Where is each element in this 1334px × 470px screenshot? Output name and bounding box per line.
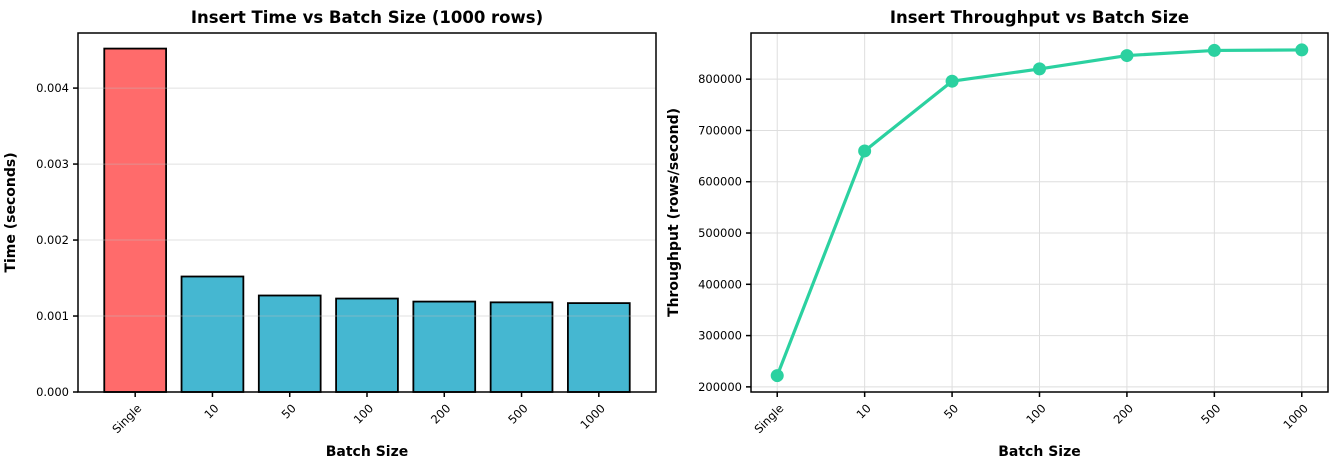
y-tick-label: 400000 (698, 277, 742, 291)
bar-100 (335, 297, 399, 393)
y-tick-label: 0.003 (36, 157, 69, 171)
bar-series (103, 47, 631, 393)
y-axis-label: Throughput (rows/second) (667, 108, 682, 317)
data-point-single (770, 369, 784, 383)
bar-single (103, 47, 167, 393)
data-point-100 (1033, 62, 1046, 76)
x-tick-label: 10 (201, 401, 221, 421)
insert-throughput-chart: 200000 300000 400000 500000 600000 700000 8000… (667, 0, 1334, 470)
data-point-50 (945, 74, 959, 88)
bar-500 (489, 301, 554, 393)
y-tick-label: 300000 (698, 329, 742, 343)
axis-ticks: 200000 300000 400000 500000 600000 700000 8000… (698, 72, 1311, 436)
insert-time-chart: 0.000 0.001 0.002 0.003 0.004 Single 10 50 100 20… (3, 8, 657, 460)
bar-200 (412, 300, 477, 393)
x-axis-label: Batch Size (326, 444, 408, 460)
x-tick-label: 50 (941, 401, 961, 421)
y-tick-label: 200000 (698, 380, 742, 394)
x-axis-label: Batch Size (998, 444, 1080, 460)
bar-10 (180, 275, 245, 393)
line-series (770, 43, 1309, 383)
y-tick-label: 800000 (698, 72, 742, 86)
x-tick-label: 1000 (577, 401, 608, 432)
x-tick-label: 50 (279, 401, 299, 421)
y-tick-label: 0.004 (36, 81, 69, 95)
y-tick-label: 600000 (698, 175, 742, 189)
x-tick-label: Single (751, 401, 786, 436)
y-axis-label: Time (seconds) (3, 152, 19, 272)
y-tick-label: 0.002 (36, 233, 69, 247)
chart-title: Insert Throughput vs Batch Size (890, 8, 1189, 27)
bar-1000 (567, 302, 631, 393)
data-point-500 (1207, 43, 1221, 57)
data-point-10 (858, 144, 872, 158)
insert-throughput-chart-svg: 200000 300000 400000 500000 600000 700000 8000… (667, 8, 1329, 460)
chart-title: Insert Time vs Batch Size (1000 rows) (191, 8, 543, 27)
y-tick-label: 700000 (698, 123, 742, 137)
grid-lines (751, 33, 1328, 392)
data-point-1000 (1295, 43, 1309, 57)
x-tick-label: 100 (1023, 401, 1048, 426)
x-tick-label: Single (109, 401, 144, 436)
x-tick-label: 10 (854, 401, 874, 421)
y-tick-label: 0.001 (36, 309, 69, 323)
x-tick-label: 1000 (1280, 401, 1311, 432)
bar-50 (257, 294, 322, 393)
y-tick-label: 0.000 (36, 385, 69, 399)
x-tick-label: 500 (505, 401, 530, 426)
x-tick-label: 200 (428, 401, 453, 426)
x-tick-label: 100 (351, 401, 376, 426)
data-point-200 (1120, 49, 1134, 63)
y-tick-label: 500000 (698, 226, 742, 240)
x-tick-label: 200 (1111, 401, 1136, 426)
insert-time-chart-svg: 0.000 0.001 0.002 0.003 0.004 Single 10 50 100 20… (3, 8, 657, 460)
x-tick-label: 500 (1198, 401, 1223, 426)
